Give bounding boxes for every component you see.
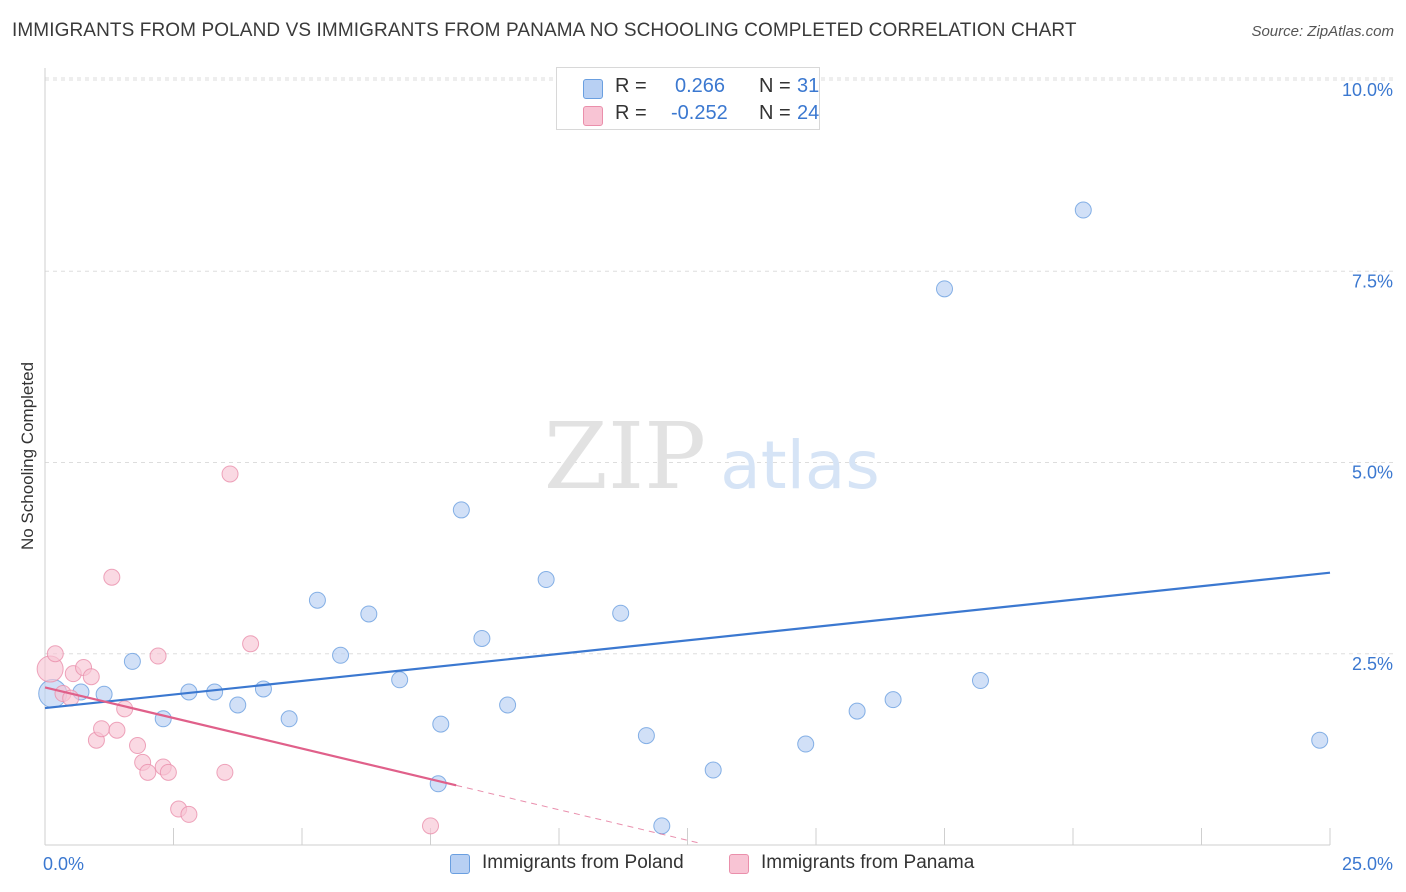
legend-n-label: N = <box>759 75 791 97</box>
point-poland <box>123 652 141 670</box>
watermark-atlas: atlas <box>720 427 880 504</box>
point-panama <box>103 568 121 586</box>
point-poland <box>332 646 350 664</box>
point-poland <box>1074 201 1092 219</box>
stats-legend: R = 0.266 N = 31 R = -0.252 N = 24 <box>556 67 820 130</box>
y-tick-label: 5.0% <box>1352 463 1393 483</box>
bottom-legend-swatch-panama <box>729 854 749 874</box>
point-panama <box>129 737 147 755</box>
legend-swatch-panama <box>583 106 603 126</box>
point-poland <box>229 696 247 714</box>
watermark-zip: ZIP <box>544 403 706 510</box>
point-poland <box>612 604 630 622</box>
legend-r-label: R = <box>615 75 647 97</box>
point-panama <box>108 721 126 739</box>
chart-title: IMMIGRANTS FROM POLAND VS IMMIGRANTS FRO… <box>12 20 1077 41</box>
y-tick-label: 2.5% <box>1352 654 1393 674</box>
point-panama <box>46 645 64 663</box>
point-poland <box>254 680 272 698</box>
point-poland <box>360 605 378 623</box>
legend-n-value-poland: 31 <box>797 75 820 97</box>
legend-n-label: N = <box>759 102 791 124</box>
point-poland <box>653 817 671 835</box>
label-layer: 2.5% 5.0% 7.5% 10.0% 0.0% 25.0% <box>43 80 1393 874</box>
point-poland <box>206 683 224 701</box>
point-panama <box>82 668 100 686</box>
point-poland <box>537 571 555 589</box>
point-layer <box>36 201 1329 835</box>
bottom-legend-label-panama: Immigrants from Panama <box>761 852 975 873</box>
source-credit: Source: ZipAtlas.com <box>1251 23 1394 40</box>
point-poland <box>473 629 491 647</box>
point-poland <box>971 672 989 690</box>
point-panama <box>139 763 157 781</box>
trend-layer <box>44 571 1331 844</box>
bottom-legend-label-poland: Immigrants from Poland <box>482 852 684 873</box>
point-panama <box>422 817 439 835</box>
point-panama <box>221 465 239 483</box>
point-poland <box>429 775 447 793</box>
watermark: ZIP atlas <box>544 403 880 510</box>
trendline-poland <box>44 571 1331 710</box>
point-panama <box>242 635 260 653</box>
point-poland <box>704 761 722 779</box>
legend-r-value-panama: -0.252 <box>671 102 728 124</box>
point-panama <box>216 763 234 781</box>
x-tick-label: 25.0% <box>1342 854 1393 874</box>
legend-n-value-panama: 24 <box>797 102 820 124</box>
trendline-panama-extension <box>456 784 698 844</box>
point-poland <box>308 591 326 609</box>
y-tick-label: 10.0% <box>1342 80 1393 100</box>
point-poland <box>391 671 409 689</box>
point-panama <box>149 647 167 665</box>
point-panama <box>93 720 111 738</box>
trendline-panama <box>44 686 457 787</box>
point-poland <box>884 691 902 709</box>
legend-r-label: R = <box>615 102 647 124</box>
point-panama <box>180 805 198 823</box>
legend-swatch-poland <box>583 79 603 99</box>
point-poland <box>637 727 655 745</box>
point-poland <box>452 501 470 519</box>
x-tick-label: 0.0% <box>43 854 84 874</box>
point-poland <box>499 696 517 714</box>
bottom-legend-swatch-poland <box>450 854 470 874</box>
y-axis-label: No Schooling Completed <box>18 361 37 551</box>
point-poland <box>797 735 815 753</box>
legend-r-value-poland: 0.266 <box>675 75 726 97</box>
axis-layer <box>44 68 1331 846</box>
point-panama <box>159 763 177 781</box>
point-poland <box>936 280 953 298</box>
y-tick-label: 7.5% <box>1352 271 1393 291</box>
point-poland <box>848 702 866 720</box>
point-poland <box>1311 731 1329 749</box>
point-poland <box>280 710 298 728</box>
point-poland <box>432 715 450 733</box>
grid-layer <box>45 77 1395 655</box>
